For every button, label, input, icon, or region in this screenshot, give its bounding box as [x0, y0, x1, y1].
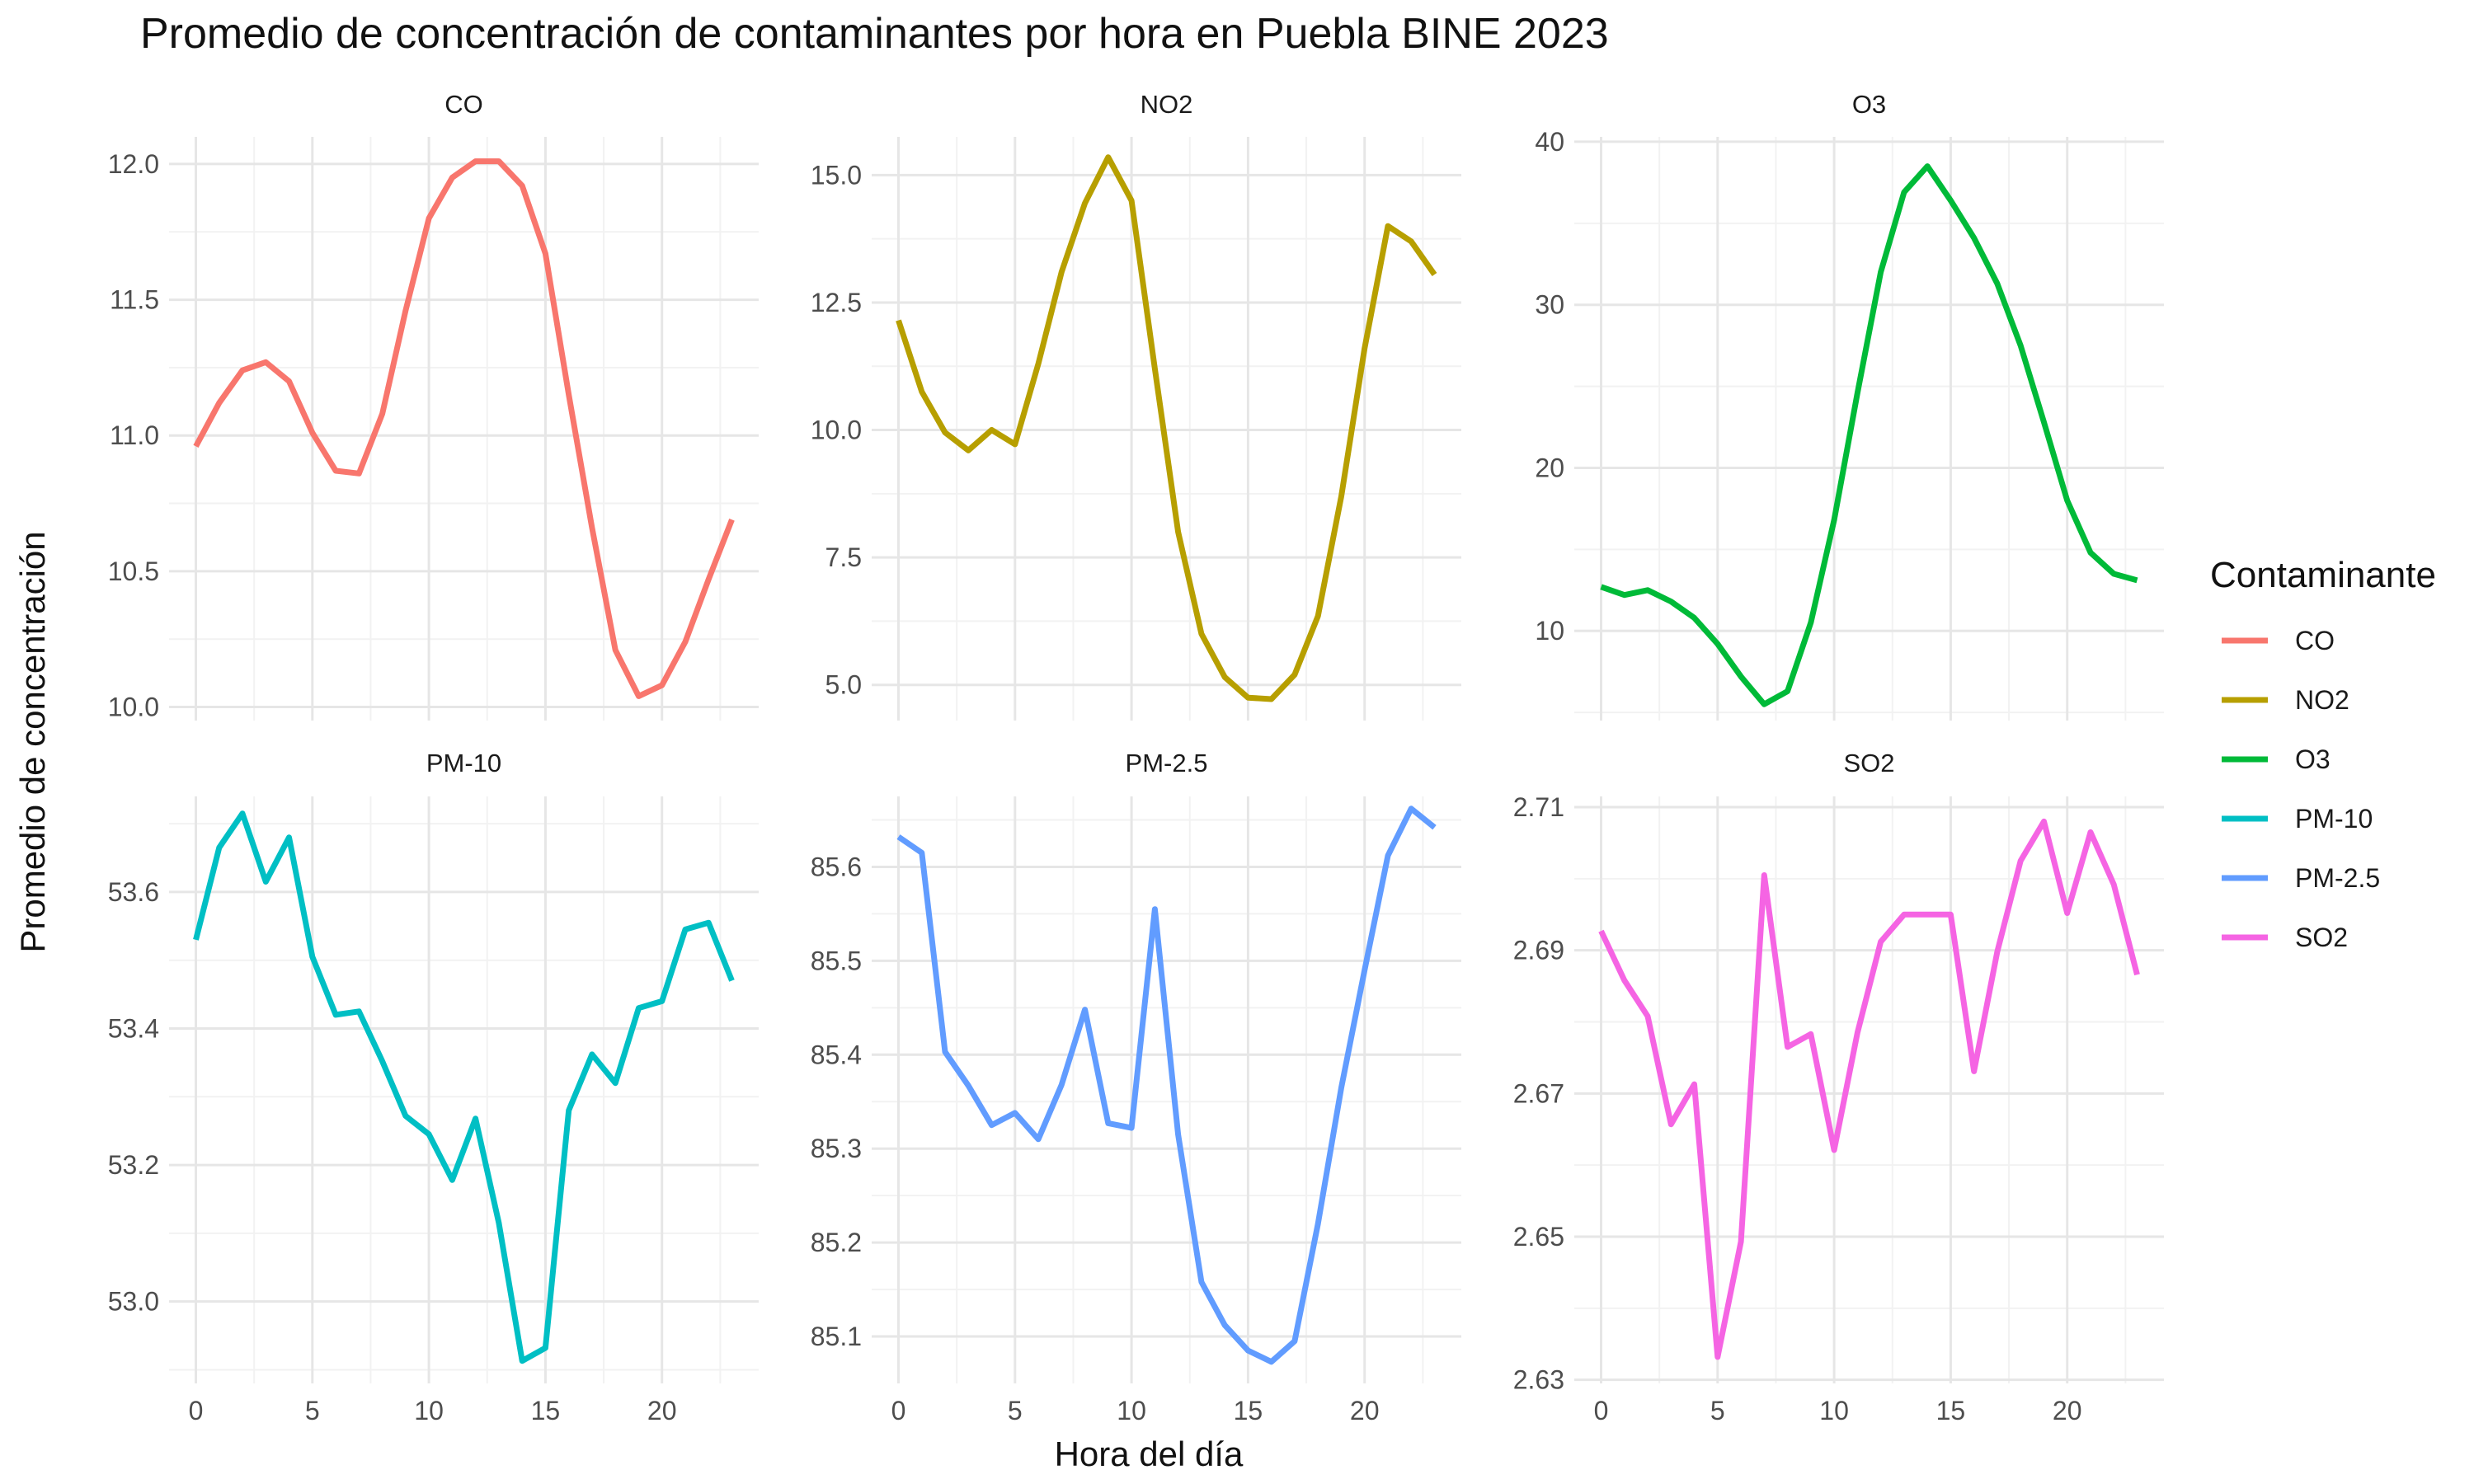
- y-tick-label: 30: [1535, 290, 1564, 320]
- facet-label-pm-2-5: PM-2.5: [1126, 749, 1208, 777]
- y-tick-label: 10.0: [108, 693, 159, 722]
- y-tick-label: 12.0: [108, 149, 159, 179]
- y-tick-label: 11.0: [110, 420, 159, 450]
- y-tick-label: 85.6: [811, 852, 862, 881]
- chart-title: Promedio de concentración de contaminant…: [140, 10, 1609, 58]
- y-tick-label: 53.2: [108, 1150, 159, 1180]
- x-tick-label: 15: [1234, 1396, 1263, 1425]
- y-tick-label: 2.71: [1513, 792, 1564, 822]
- series-line-no2: [896, 154, 1437, 702]
- y-tick-label: 11.5: [110, 285, 159, 315]
- y-tick-label: 2.67: [1513, 1078, 1564, 1108]
- x-tick-label: 5: [1008, 1396, 1023, 1425]
- panel-no2: 5.0 7.5 10.0 12.5 15.0 NO2: [811, 90, 1461, 721]
- panel-o3: 10 20 30 40 O3: [1535, 90, 2164, 721]
- y-tick-label: 15.0: [811, 160, 862, 190]
- y-tick-label: 20: [1535, 453, 1564, 482]
- y-tick-label: 85.5: [811, 946, 862, 975]
- x-tick-label: 10: [1819, 1396, 1849, 1425]
- x-tick-label: 20: [647, 1396, 677, 1425]
- y-tick-label: 85.2: [811, 1228, 862, 1257]
- facet-label-pm-10: PM-10: [426, 749, 501, 777]
- legend-label-o3: O3: [2295, 744, 2331, 774]
- x-tick-label: 15: [531, 1396, 561, 1425]
- facet-label-so2: SO2: [1843, 749, 1894, 777]
- y-tick-label: 53.4: [108, 1013, 159, 1043]
- y-tick-label: 85.3: [811, 1134, 862, 1163]
- x-tick-label: 5: [305, 1396, 320, 1425]
- x-tick-label: 5: [1710, 1396, 1725, 1425]
- x-tick-label: 0: [189, 1396, 204, 1425]
- legend-title: Contaminante: [2210, 555, 2436, 595]
- facet-label-o3: O3: [1852, 90, 1886, 119]
- y-tick-label: 53.6: [108, 877, 159, 907]
- y-tick-label: 5.0: [825, 670, 862, 700]
- legend-label-no2: NO2: [2295, 685, 2349, 715]
- x-tick-label: 10: [1117, 1396, 1146, 1425]
- y-axis-label: Promedio de concentración: [13, 531, 52, 952]
- series-line-so2: [1598, 818, 2140, 1360]
- series-line-co: [193, 158, 735, 699]
- series-line-pm-2-5: [896, 805, 1437, 1365]
- y-tick-label: 10.5: [108, 556, 159, 586]
- series-line-o3: [1600, 163, 2138, 707]
- legend: Contaminante CO NO2 O3 PM-10 PM-2.5 SO2: [2210, 555, 2436, 952]
- y-tick-label: 7.5: [825, 542, 862, 572]
- panel-so2: 2.63 2.65 2.67 2.69 2.71 0 5 10 15 20 SO2: [1513, 749, 2164, 1425]
- y-tick-label: 40: [1535, 127, 1564, 157]
- panel-pm-10: 53.0 53.2 53.4 53.6 0 5 10 15 20 PM-10: [108, 749, 759, 1425]
- facet-label-co: CO: [444, 90, 483, 119]
- y-tick-label: 10: [1535, 616, 1564, 646]
- x-tick-label: 0: [891, 1396, 906, 1425]
- x-tick-label: 15: [1936, 1396, 1966, 1425]
- y-tick-label: 10.0: [811, 416, 862, 445]
- x-tick-label: 20: [1350, 1396, 1380, 1425]
- legend-label-so2: SO2: [2295, 923, 2348, 952]
- y-tick-label: 53.0: [108, 1287, 159, 1317]
- y-tick-label: 85.4: [811, 1040, 862, 1069]
- y-tick-label: 85.1: [811, 1322, 862, 1351]
- x-axis-label: Hora del día: [1055, 1435, 1244, 1473]
- legend-label-pm-2-5: PM-2.5: [2295, 863, 2380, 893]
- y-tick-label: 2.65: [1513, 1222, 1564, 1252]
- x-tick-label: 0: [1594, 1396, 1609, 1425]
- panel-pm-2-5: 85.1 85.2 85.3 85.4 85.5 85.6 0 5 10 15 20 PM-2.5: [811, 749, 1461, 1425]
- series-line-pm-10: [193, 810, 735, 1364]
- x-tick-label: 10: [414, 1396, 444, 1425]
- legend-label-pm-10: PM-10: [2295, 804, 2373, 834]
- facet-label-no2: NO2: [1141, 90, 1193, 119]
- legend-label-co: CO: [2295, 626, 2335, 655]
- x-tick-label: 20: [2053, 1396, 2082, 1425]
- y-tick-label: 2.63: [1513, 1365, 1564, 1395]
- y-tick-label: 12.5: [811, 288, 862, 317]
- panel-co: 10.0 10.5 11.0 11.5 12.0 CO: [108, 90, 759, 722]
- y-tick-label: 2.69: [1513, 936, 1564, 965]
